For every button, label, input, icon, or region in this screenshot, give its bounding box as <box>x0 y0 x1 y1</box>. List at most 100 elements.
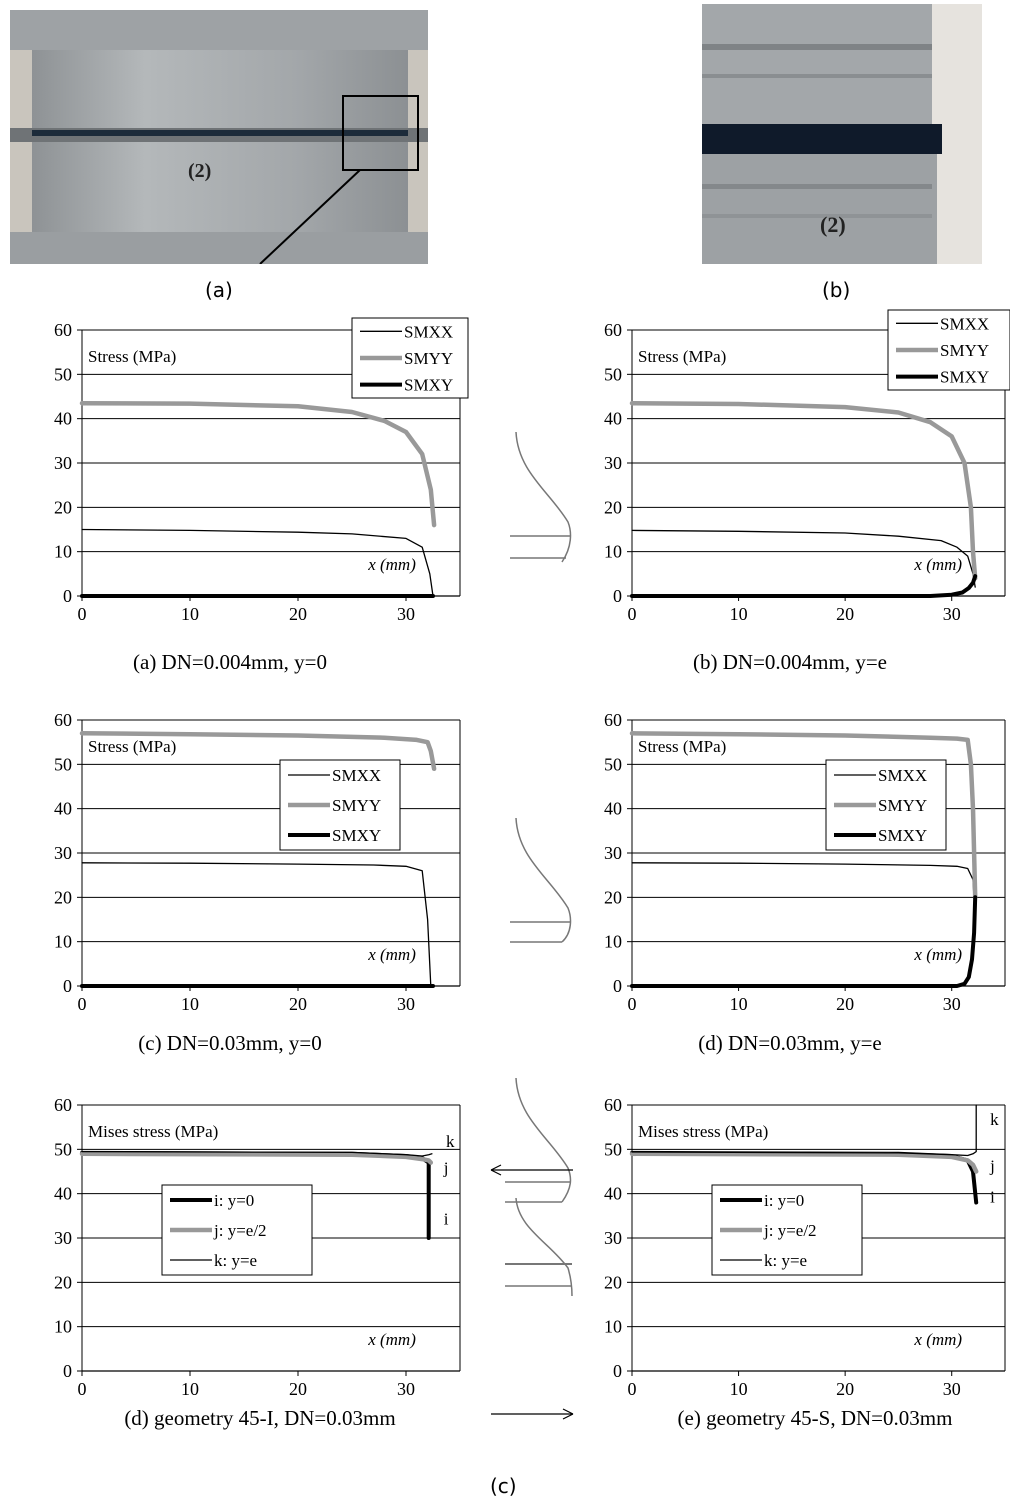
curve-label-k: k <box>446 1132 455 1151</box>
x-axis-label: x (mm) <box>367 1330 416 1349</box>
series-line-j-y-e-2 <box>79 1151 434 1165</box>
x-tick-label: 10 <box>730 1379 748 1399</box>
chart-a: 0 10 20 30 40 50 60 0 10 20 30 Stress (MPa) x (mm) SM… <box>30 317 470 624</box>
y-tick-label: 50 <box>54 364 72 384</box>
legend-label: SMXY <box>940 368 989 387</box>
y-tick-label: 60 <box>604 320 622 340</box>
y-tick-label: 50 <box>604 364 622 384</box>
x-tick-label: 30 <box>397 604 415 624</box>
legend-label: j: y=e/2 <box>763 1221 817 1240</box>
y-tick-label: 20 <box>604 887 622 907</box>
caption-chart-e: (d) geometry 45-I, DN=0.03mm <box>124 1406 396 1430</box>
chart-f-svg: 0 10 20 30 40 50 60 0 10 20 30 Mises stress (MPa) x … <box>604 1095 1006 1399</box>
y-tick-label: 60 <box>54 1095 72 1115</box>
chart-e: 0 10 20 30 40 50 60 0 10 20 30 Mises stress (MPa) x … <box>30 1093 470 1399</box>
y-tick-label: 0 <box>63 976 72 996</box>
x-tick-label: 0 <box>628 1379 637 1399</box>
x-tick-label: 20 <box>836 604 854 624</box>
series-line-k-y-e <box>631 1104 977 1157</box>
curve-label-i: i <box>990 1188 995 1207</box>
arrow-right-icon <box>491 1408 574 1420</box>
stress-annotation: Mises stress (MPa) <box>638 1122 768 1141</box>
x-tick-label: 10 <box>181 994 199 1014</box>
chart-b-svg: 0 10 20 30 40 50 60 0 10 20 30 Stress (MPa) x (mm) SM… <box>604 309 1010 624</box>
legend-label: j: y=e/2 <box>213 1221 267 1240</box>
chart-c-svg: 0 10 20 30 40 50 60 0 10 20 30 Stress (MPa) x (mm) SM… <box>54 710 461 1014</box>
x-axis-label: x (mm) <box>367 945 416 964</box>
y-tick-label: 10 <box>604 542 622 562</box>
photo-b: (2) <box>702 4 982 264</box>
stress-annotation: Stress (MPa) <box>638 737 726 756</box>
y-tick-label: 30 <box>54 843 72 863</box>
y-tick-label: 10 <box>54 1317 72 1337</box>
series-line-smxx <box>81 528 434 597</box>
series-line-smxx <box>81 862 432 987</box>
legend-label: SMXX <box>332 766 381 785</box>
stress-annotation: Stress (MPa) <box>88 347 176 366</box>
series-line-smyy <box>79 731 437 772</box>
series-line-smxy <box>630 574 978 598</box>
y-tick-label: 20 <box>604 1272 622 1292</box>
legend-label: SMXX <box>940 314 989 333</box>
y-tick-label: 20 <box>54 1272 72 1292</box>
stress-annotation: Stress (MPa) <box>88 737 176 756</box>
chart-f: 0 10 20 30 40 50 60 0 10 20 30 Mises stress (MPa) x … <box>580 1093 1010 1399</box>
x-tick-label: 10 <box>730 994 748 1014</box>
y-tick-label: 30 <box>604 453 622 473</box>
y-tick-label: 40 <box>604 799 622 819</box>
photo-a: (2) <box>10 10 428 264</box>
notch-profile-icon-3 <box>505 1078 572 1203</box>
y-tick-label: 20 <box>604 497 622 517</box>
x-tick-label: 10 <box>730 604 748 624</box>
x-tick-label: 0 <box>78 604 87 624</box>
y-tick-label: 10 <box>54 542 72 562</box>
x-tick-label: 20 <box>289 994 307 1014</box>
legend-label: SMXY <box>878 826 927 845</box>
x-tick-label: 30 <box>943 604 961 624</box>
chart-e-svg: 0 10 20 30 40 50 60 0 10 20 30 Mises stress (MPa) x … <box>54 1095 461 1399</box>
y-tick-label: 50 <box>604 754 622 774</box>
y-tick-label: 20 <box>54 497 72 517</box>
x-tick-label: 10 <box>181 1379 199 1399</box>
y-tick-label: 30 <box>54 1228 72 1248</box>
y-tick-label: 40 <box>54 1184 72 1204</box>
y-tick-label: 0 <box>613 976 622 996</box>
y-tick-label: 30 <box>54 453 72 473</box>
x-tick-label: 0 <box>78 994 87 1014</box>
y-tick-label: 50 <box>54 1139 72 1159</box>
x-tick-label: 20 <box>836 1379 854 1399</box>
x-tick-label: 30 <box>943 994 961 1014</box>
photo-c-label: (c) <box>490 1474 517 1498</box>
arrow-left-icon <box>490 1164 573 1176</box>
chart-d-svg: 0 10 20 30 40 50 60 0 10 20 30 Stress (MPa) x (mm) SM… <box>604 710 1006 1014</box>
series-line-k-y-e <box>81 1150 433 1157</box>
y-tick-label: 10 <box>54 932 72 952</box>
y-tick-label: 0 <box>613 586 622 606</box>
x-tick-label: 20 <box>836 994 854 1014</box>
y-tick-label: 50 <box>54 754 72 774</box>
y-tick-label: 40 <box>604 409 622 429</box>
curve-label-k: k <box>990 1110 999 1129</box>
series-line-smyy <box>629 400 978 581</box>
y-tick-label: 30 <box>604 843 622 863</box>
y-tick-label: 60 <box>604 1095 622 1115</box>
series-line-smxx <box>631 862 976 921</box>
x-axis-label: x (mm) <box>913 555 962 574</box>
y-tick-label: 60 <box>604 710 622 730</box>
y-tick-label: 20 <box>54 887 72 907</box>
curve-label-j: j <box>989 1157 995 1176</box>
legend-label: SMXX <box>404 322 453 341</box>
photo-a-label: (a) <box>205 278 233 302</box>
y-tick-label: 50 <box>604 1139 622 1159</box>
chart-c: 0 10 20 30 40 50 60 0 10 20 30 Stress (MPa) x (mm) SM… <box>30 708 470 1014</box>
curve-label-j: j <box>443 1159 449 1178</box>
y-tick-label: 40 <box>604 1184 622 1204</box>
y-tick-label: 60 <box>54 710 72 730</box>
x-tick-label: 30 <box>943 1379 961 1399</box>
x-tick-label: 10 <box>181 604 199 624</box>
legend-label: k: y=e <box>764 1251 807 1270</box>
y-tick-label: 60 <box>54 320 72 340</box>
x-tick-label: 30 <box>397 994 415 1014</box>
legend-label: i: y=0 <box>214 1191 254 1210</box>
series-line-smyy <box>629 731 978 900</box>
